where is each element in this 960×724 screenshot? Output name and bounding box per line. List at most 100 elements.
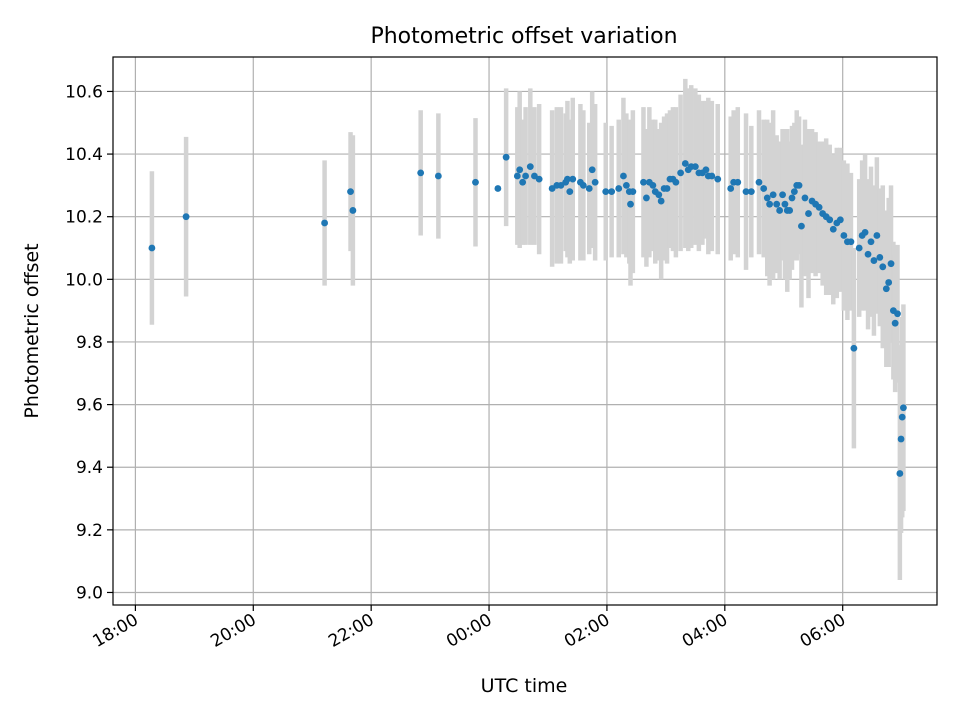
- data-point: [622, 181, 630, 189]
- data-point: [898, 413, 906, 421]
- data-point: [882, 285, 890, 293]
- data-point: [640, 178, 647, 186]
- data-point: [516, 166, 524, 174]
- x-tick-label: 20:00: [207, 610, 259, 652]
- data-point: [864, 250, 872, 258]
- data-point: [182, 213, 190, 221]
- data-point: [148, 244, 156, 252]
- data-point: [897, 435, 905, 443]
- data-point: [779, 191, 786, 199]
- data-point: [615, 185, 623, 192]
- data-point: [896, 470, 904, 477]
- data-point: [643, 194, 650, 202]
- data-point: [786, 207, 794, 214]
- data-point: [885, 279, 893, 286]
- data-point: [900, 404, 907, 412]
- data-point: [321, 219, 328, 227]
- y-tick-label: 10.4: [65, 145, 103, 165]
- data-point: [522, 172, 529, 180]
- x-tick-label: 04:00: [679, 610, 731, 652]
- point-layer: [148, 153, 907, 477]
- data-point: [873, 232, 881, 239]
- y-axis-label: Photometric offset: [21, 243, 43, 418]
- data-point: [569, 175, 577, 183]
- data-point: [847, 238, 855, 246]
- data-point: [620, 172, 627, 180]
- data-point: [766, 200, 774, 208]
- data-point: [795, 181, 803, 189]
- data-point: [655, 191, 663, 199]
- x-tick-label: 00:00: [443, 610, 495, 652]
- y-tick-label: 9.8: [76, 333, 103, 353]
- data-point: [747, 188, 755, 196]
- data-point: [805, 210, 812, 217]
- data-point: [798, 222, 805, 230]
- x-axis-label: UTC time: [481, 675, 568, 697]
- data-point: [591, 178, 599, 186]
- data-point: [790, 188, 798, 196]
- data-point: [760, 185, 768, 192]
- data-point: [535, 175, 543, 183]
- data-point: [742, 188, 750, 196]
- data-point: [588, 166, 596, 174]
- data-point: [434, 172, 442, 180]
- data-point: [629, 188, 637, 196]
- data-point: [734, 178, 742, 186]
- data-point: [566, 188, 574, 196]
- data-point: [564, 175, 571, 183]
- data-point: [502, 153, 510, 161]
- data-point: [829, 225, 837, 233]
- data-point: [702, 166, 710, 174]
- data-point: [585, 185, 593, 192]
- data-point: [691, 163, 699, 171]
- data-point: [855, 244, 863, 252]
- data-point: [876, 254, 884, 261]
- data-point: [773, 200, 781, 208]
- plot-frame: [112, 56, 938, 606]
- x-tick-label: 22:00: [325, 610, 377, 652]
- data-point: [663, 185, 671, 192]
- data-point: [349, 207, 357, 214]
- data-point: [472, 178, 479, 186]
- data-point: [627, 200, 634, 208]
- data-point: [887, 260, 895, 268]
- data-point: [494, 185, 502, 192]
- x-tick-label: 06:00: [797, 610, 849, 652]
- data-point: [755, 178, 763, 186]
- y-tick-label: 10.0: [65, 270, 103, 290]
- data-point: [788, 194, 796, 202]
- data-point: [714, 175, 722, 183]
- data-point: [763, 194, 771, 202]
- data-point: [801, 194, 809, 202]
- data-point: [602, 188, 610, 196]
- data-point: [579, 181, 587, 189]
- data-point: [608, 188, 616, 196]
- data-point: [513, 172, 521, 180]
- y-tick-label: 10.6: [65, 82, 103, 102]
- y-tick-label: 10.2: [65, 208, 103, 228]
- chart-title: Photometric offset variation: [370, 24, 677, 49]
- data-point: [347, 188, 354, 196]
- data-point: [894, 310, 901, 318]
- data-point: [657, 197, 665, 205]
- data-point: [727, 185, 735, 192]
- y-tick-label: 9.0: [76, 583, 103, 603]
- data-point: [879, 263, 887, 271]
- x-tick-label: 18:00: [89, 610, 141, 652]
- data-point: [867, 238, 875, 246]
- x-tick-label: 02:00: [561, 610, 613, 652]
- data-point: [677, 169, 685, 177]
- data-point: [826, 216, 834, 224]
- data-point: [840, 232, 848, 239]
- y-tick-label: 9.2: [76, 521, 103, 541]
- data-point: [649, 181, 657, 189]
- data-point: [850, 344, 858, 352]
- data-point: [672, 178, 680, 186]
- data-point: [781, 200, 789, 208]
- data-point: [815, 203, 823, 211]
- data-point: [776, 207, 784, 214]
- y-tick-label: 9.6: [76, 396, 103, 416]
- data-point: [519, 178, 527, 186]
